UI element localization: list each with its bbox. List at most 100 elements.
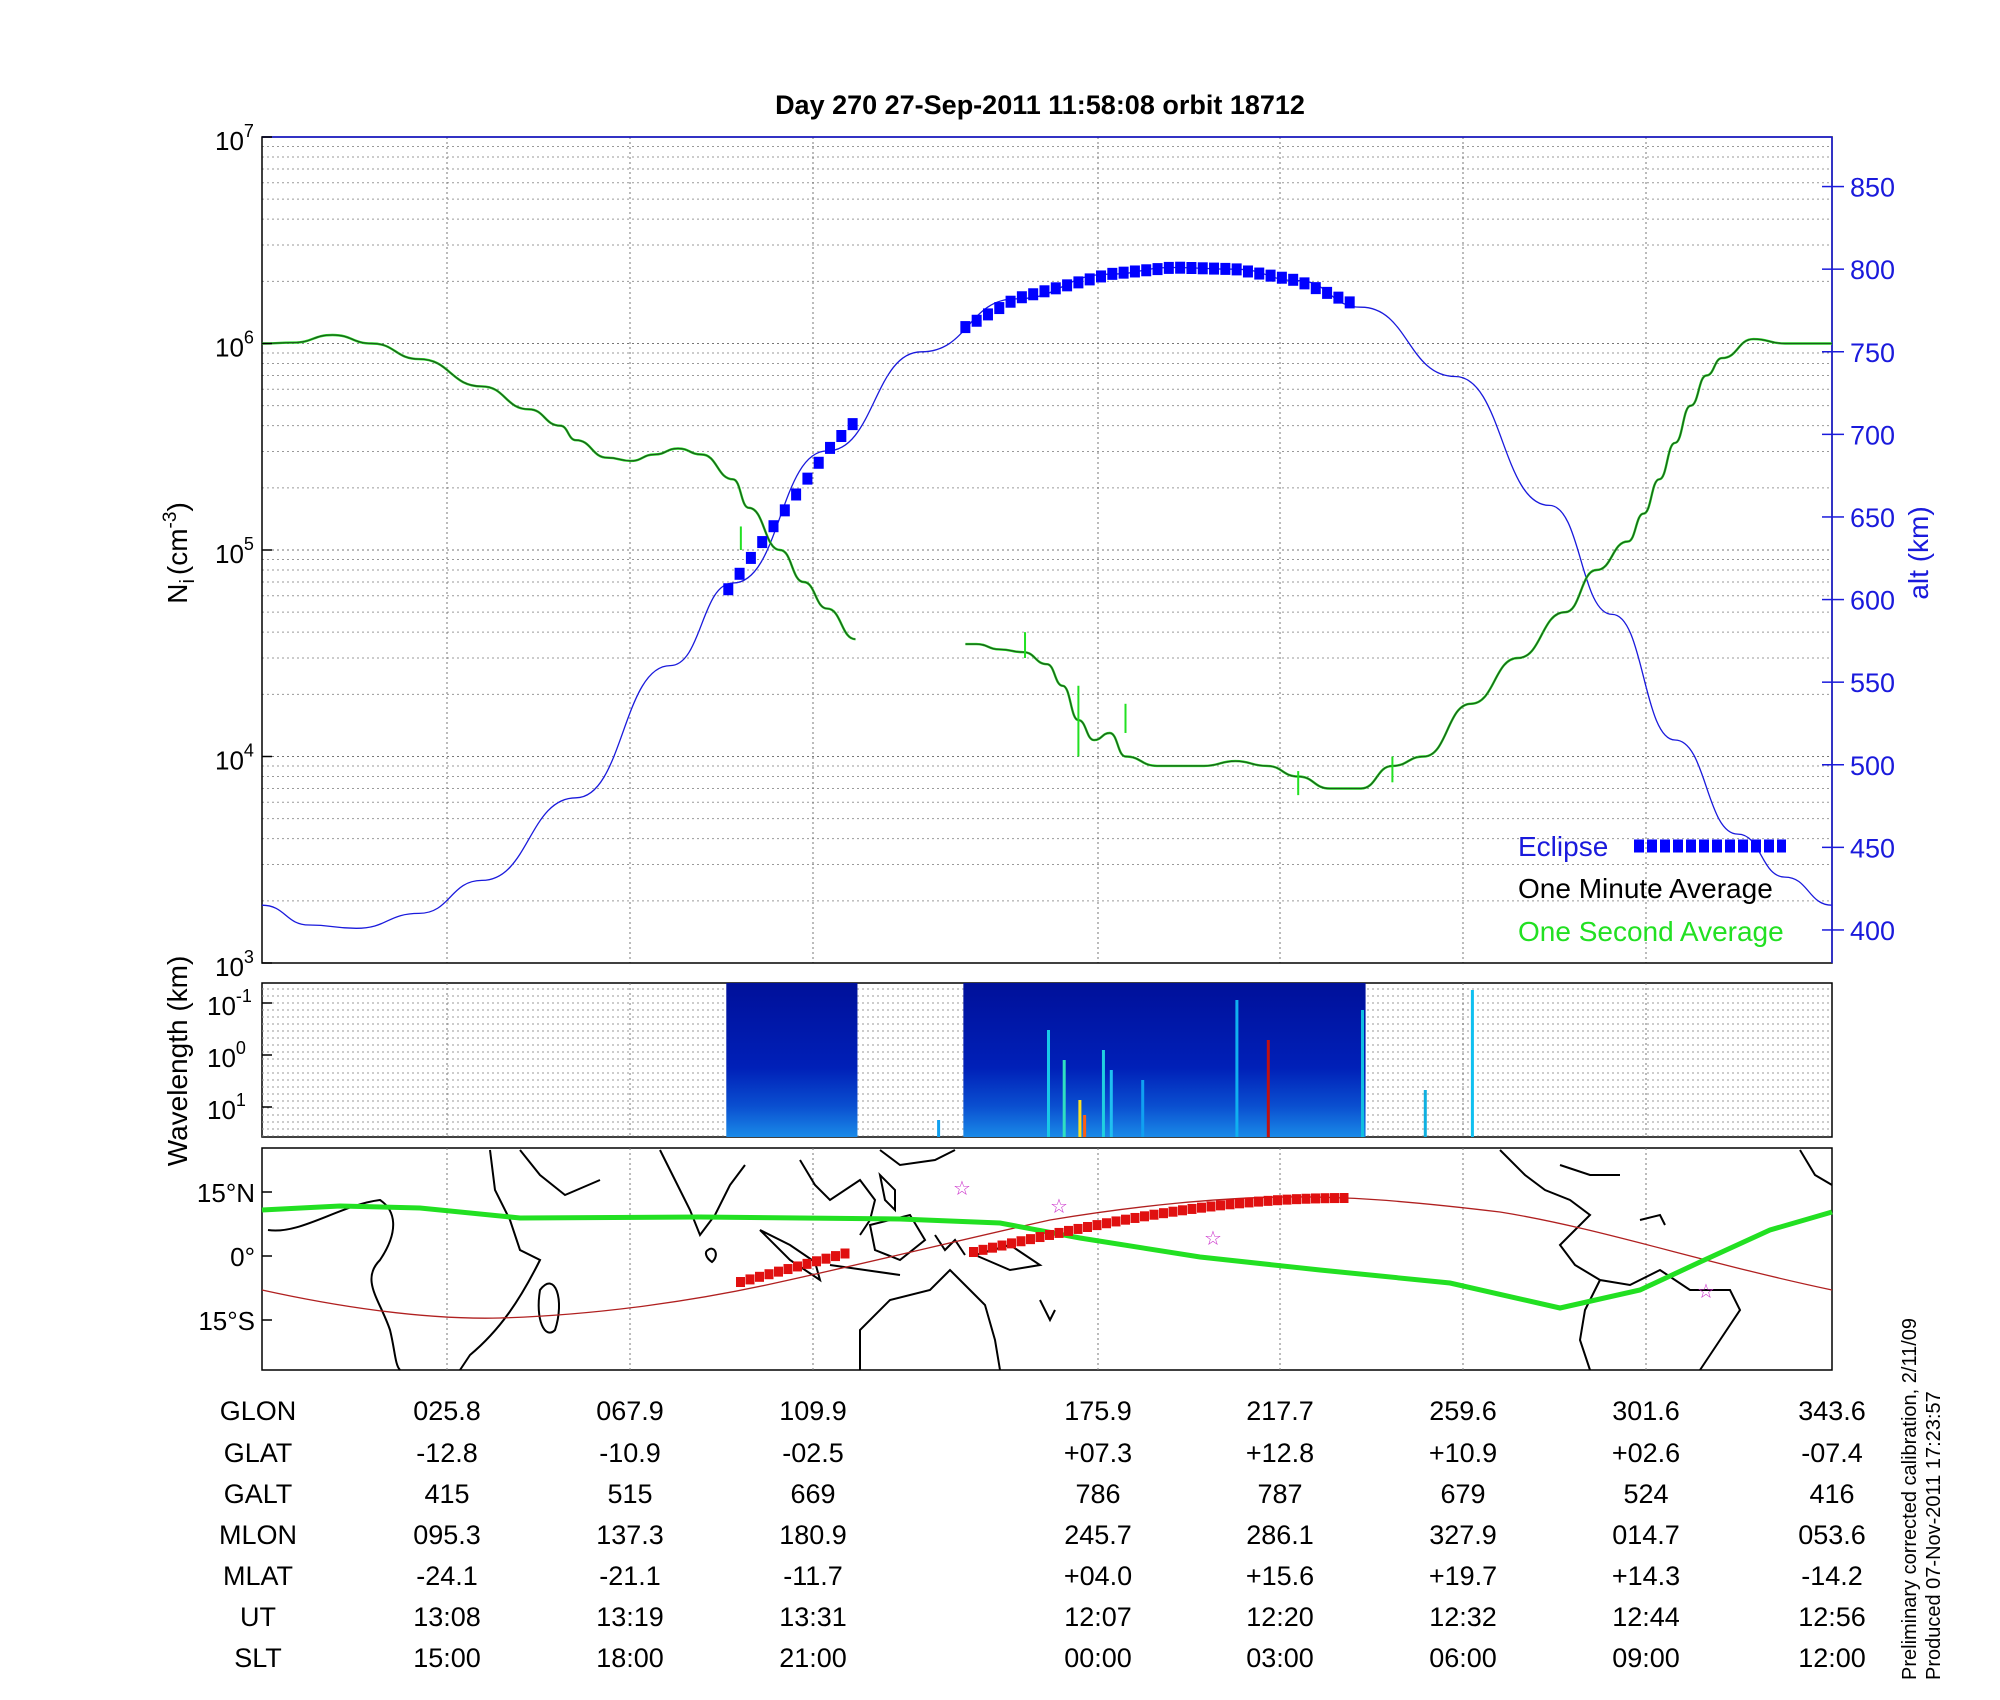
red-eclipse-track-marker xyxy=(745,1274,755,1285)
spectrogram-streak xyxy=(1423,1090,1427,1137)
eclipse-marker xyxy=(1175,261,1186,274)
eclipse-marker xyxy=(825,441,836,454)
eclipse-marker xyxy=(1276,271,1287,284)
red-eclipse-track-marker xyxy=(1140,1211,1149,1222)
eclipse-marker xyxy=(802,472,813,485)
red-eclipse-track-marker xyxy=(1007,1238,1016,1249)
pacific-islands-coast xyxy=(1039,1299,1056,1323)
table-cell: 343.6 xyxy=(1798,1396,1866,1426)
eclipse-marker xyxy=(1096,270,1107,283)
red-eclipse-track-marker xyxy=(1263,1195,1273,1206)
spectrogram-axis-label: Wavelength (km) xyxy=(162,956,193,1167)
orbit-table: GLON GLAT GALT MLON MLAT UT SLT 025.8 -12.8 415 09… xyxy=(219,1396,1866,1673)
eclipse-marker xyxy=(791,488,802,501)
red-eclipse-track-marker xyxy=(793,1261,802,1272)
table-cell: 03:00 xyxy=(1246,1643,1314,1673)
one-second-average-line xyxy=(965,337,1832,790)
australia-coast xyxy=(859,1268,1001,1371)
table-cell: 415 xyxy=(424,1479,469,1509)
red-eclipse-track-marker xyxy=(1187,1203,1197,1214)
eclipse-marker xyxy=(1254,267,1265,280)
spectrogram-streak xyxy=(1109,1070,1113,1137)
table-cell: -12.8 xyxy=(416,1438,478,1468)
table-cell: 259.6 xyxy=(1429,1396,1497,1426)
table-cell: 21:00 xyxy=(779,1643,847,1673)
eclipse-marker xyxy=(768,520,779,533)
right-tick-label: 550 xyxy=(1850,668,1895,698)
eclipse-marker xyxy=(1107,267,1118,280)
map-ticks: 15°N 0° 15°S xyxy=(197,1178,272,1336)
red-eclipse-track-marker xyxy=(1330,1193,1339,1204)
table-cell: 12:07 xyxy=(1064,1602,1132,1632)
table-cell: 286.1 xyxy=(1246,1520,1314,1550)
table-cell: 095.3 xyxy=(413,1520,481,1550)
eclipse-marker xyxy=(1197,262,1208,275)
spectrogram-ticks: 10-1 100 101 xyxy=(207,986,272,1125)
right-tick-label: 600 xyxy=(1850,586,1895,616)
right-tick-label: 450 xyxy=(1850,833,1895,863)
table-cell: 416 xyxy=(1809,1479,1854,1509)
red-eclipse-track-marker xyxy=(1225,1199,1235,1210)
table-cell: +19.7 xyxy=(1429,1561,1497,1591)
table-cell: 06:00 xyxy=(1429,1643,1497,1673)
eclipse-marker xyxy=(734,567,745,580)
eclipse-marker xyxy=(1242,265,1253,278)
red-orbit-track-line xyxy=(261,1196,1833,1319)
red-eclipse-track-marker xyxy=(1092,1220,1102,1231)
eclipse-marker xyxy=(1039,285,1050,298)
red-eclipse-track-marker xyxy=(1197,1202,1206,1213)
red-eclipse-track-marker xyxy=(969,1247,978,1257)
table-cell: 669 xyxy=(790,1479,835,1509)
spectrogram-tick-label: 101 xyxy=(207,1090,246,1125)
ion-density-curves xyxy=(261,333,1832,796)
eclipse-marker xyxy=(1118,266,1129,279)
one-minute-average-line xyxy=(261,334,856,640)
eclipse-marker xyxy=(1028,288,1039,301)
red-eclipse-track-marker xyxy=(1083,1221,1092,1232)
red-eclipse-track-marker xyxy=(1045,1229,1054,1240)
eclipse-marker xyxy=(1073,276,1084,289)
eclipse-marker xyxy=(1141,264,1152,277)
red-eclipse-track-marker xyxy=(774,1266,783,1277)
table-cell: 13:31 xyxy=(779,1602,847,1632)
red-eclipse-track-marker xyxy=(755,1271,764,1282)
table-cell: -14.2 xyxy=(1801,1561,1863,1591)
right-tick-label: 500 xyxy=(1850,751,1895,781)
eclipse-marker xyxy=(1322,286,1333,299)
table-cell: 787 xyxy=(1257,1479,1302,1509)
table-cell: 524 xyxy=(1623,1479,1668,1509)
red-eclipse-track-marker xyxy=(1054,1227,1064,1238)
red-eclipse-track-marker xyxy=(1178,1205,1187,1216)
spectrogram-streak xyxy=(1361,1010,1364,1137)
red-eclipse-track-marker xyxy=(1073,1223,1083,1234)
table-row-label: MLAT xyxy=(223,1561,293,1591)
eclipse-marker xyxy=(1129,265,1140,278)
table-cell: -21.1 xyxy=(599,1561,661,1591)
red-eclipse-track-marker xyxy=(1301,1193,1311,1204)
map-grid xyxy=(446,1148,1647,1370)
spectrogram-streak xyxy=(1235,1000,1239,1137)
table-cell: 014.7 xyxy=(1612,1520,1680,1550)
eclipse-marker xyxy=(1310,282,1321,295)
eclipse-marker xyxy=(994,302,1005,315)
left-tick-label: 103 xyxy=(215,947,254,982)
table-cell: 137.3 xyxy=(596,1520,664,1550)
table-cell: +04.0 xyxy=(1064,1561,1132,1591)
table-cell: 025.8 xyxy=(413,1396,481,1426)
right-tick-label: 700 xyxy=(1850,420,1895,450)
eclipse-marker xyxy=(1209,262,1220,275)
eclipse-marker xyxy=(1016,291,1027,304)
red-eclipse-track-marker xyxy=(783,1264,793,1275)
red-eclipse-track-marker xyxy=(1111,1216,1121,1227)
star-marker: ☆ xyxy=(1204,1226,1222,1250)
one-second-average-line xyxy=(261,333,856,641)
red-eclipse-track-marker xyxy=(1282,1194,1292,1205)
madagascar-coast xyxy=(537,1282,561,1334)
red-eclipse-track-marker xyxy=(802,1258,812,1269)
eclipse-marker xyxy=(1333,291,1344,304)
table-cell: 109.9 xyxy=(779,1396,847,1426)
altitude-curve xyxy=(261,266,1833,929)
india-coast xyxy=(659,1149,746,1238)
sumatra-coast xyxy=(759,1229,822,1283)
table-row-label: GALT xyxy=(224,1479,293,1509)
